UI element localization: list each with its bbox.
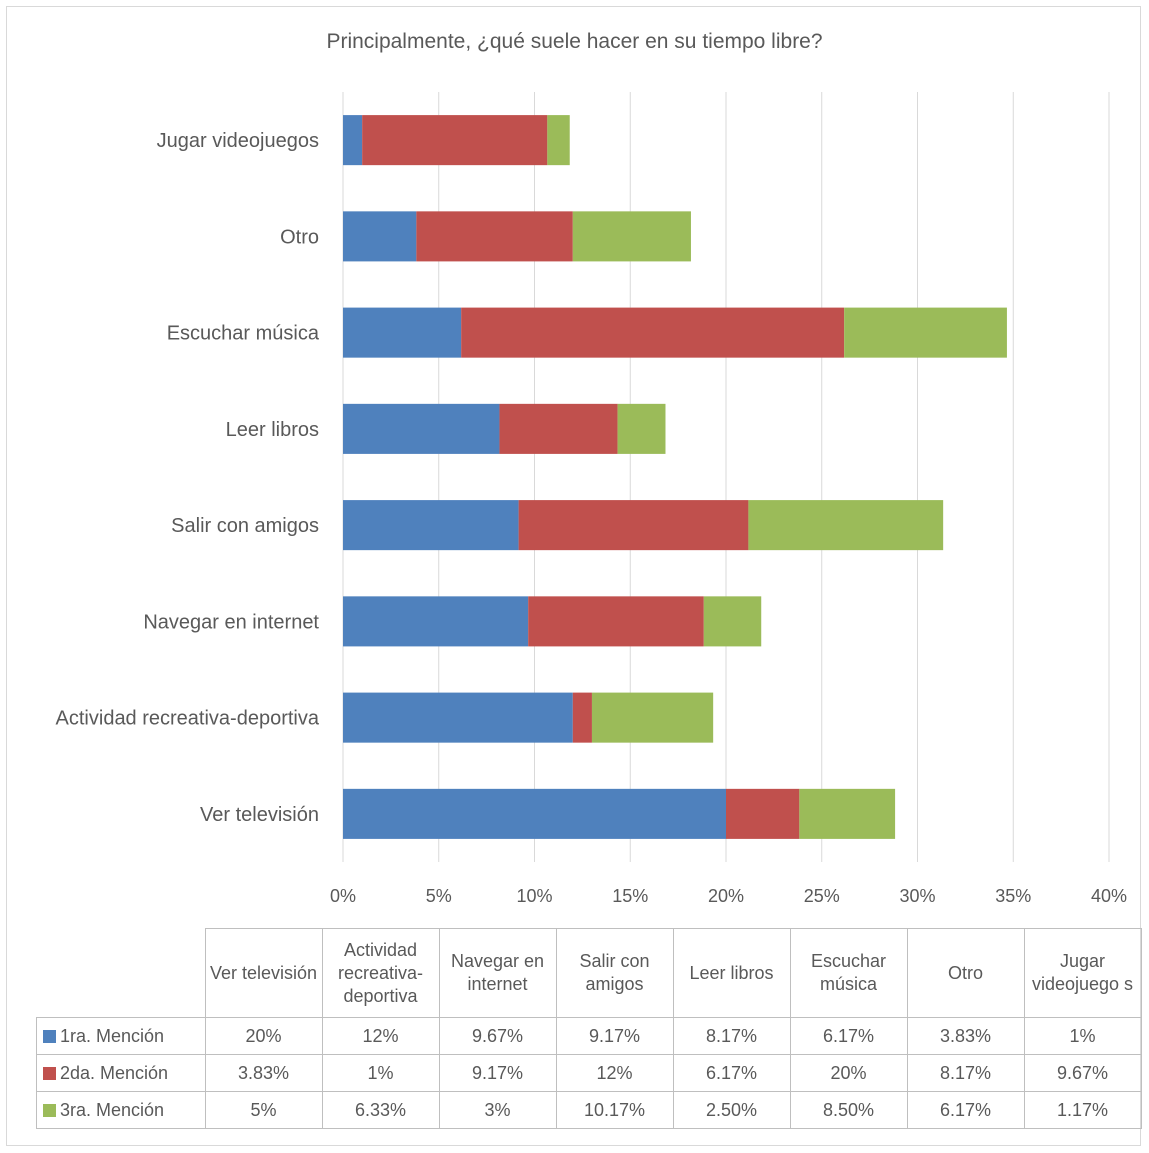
table-cell: 3.83% — [204, 1054, 323, 1092]
x-tick-label: 5% — [426, 886, 452, 906]
category-label: Actividad recreativa-deportiva — [56, 708, 320, 730]
table-cell: 8.17% — [672, 1017, 791, 1055]
bar-segment — [416, 211, 573, 262]
category-label: Otro — [280, 226, 319, 248]
x-tick-label: 25% — [804, 886, 840, 906]
legend-entry: 2da. Mención — [36, 1054, 206, 1092]
bar-segment — [343, 500, 519, 551]
table-header-cell: Jugar videojuego s — [1023, 928, 1142, 1018]
bar-segment — [499, 403, 618, 454]
category-label: Ver televisión — [200, 804, 319, 826]
table-cell: 12% — [555, 1054, 674, 1092]
bar-segment — [572, 692, 592, 743]
table-header-cell: Ver televisión — [204, 928, 323, 1018]
bar-segment — [343, 692, 573, 743]
table-cell: 3% — [438, 1091, 557, 1129]
table-cell: 10.17% — [555, 1091, 674, 1129]
x-tick-label: 20% — [708, 886, 744, 906]
table-corner — [36, 928, 206, 1018]
legend-entry: 3ra. Mención — [36, 1091, 206, 1129]
category-label: Escuchar música — [167, 323, 320, 345]
legend-label: 3ra. Mención — [60, 1099, 165, 1120]
table-cell: 1.17% — [1023, 1091, 1142, 1129]
table-cell: 9.67% — [438, 1017, 557, 1055]
table-cell: 9.17% — [438, 1054, 557, 1092]
table-header-cell: Otro — [906, 928, 1025, 1018]
table-header-cell: Actividad recreativa-deportiva — [321, 928, 440, 1018]
x-tick-label: 15% — [612, 886, 648, 906]
legend-label: 2da. Mención — [60, 1062, 169, 1083]
table-header-row: Ver televisión Actividad recreativa-depor… — [36, 928, 1142, 1018]
table-cell: 9.67% — [1023, 1054, 1142, 1092]
category-label: Leer libros — [226, 419, 319, 441]
category-label: Salir con amigos — [171, 515, 319, 537]
bar-segment — [547, 115, 570, 166]
legend-swatch — [43, 1066, 56, 1080]
legend-entry: 1ra. Mención — [36, 1017, 206, 1055]
x-tick-label: 35% — [995, 886, 1031, 906]
bar-segment — [518, 500, 749, 551]
table-cell: 1% — [1023, 1017, 1142, 1055]
table-cell: 6.17% — [906, 1091, 1025, 1129]
bar-segment — [343, 307, 462, 358]
table-row: 1ra. Mención 20% 12% 9.67% 9.17% 8.17% 6.17% 3.… — [36, 1017, 1142, 1055]
bar-segment — [343, 788, 726, 839]
table-cell: 12% — [321, 1017, 440, 1055]
table-cell: 5% — [204, 1091, 323, 1129]
legend-swatch — [43, 1103, 56, 1117]
x-tick-label: 10% — [516, 886, 552, 906]
bar-segment — [572, 211, 691, 262]
table-row: 3ra. Mención 5% 6.33% 3% 10.17% 2.50% 8.50% 6.1… — [36, 1091, 1142, 1129]
table-header-cell: Escuchar música — [789, 928, 908, 1018]
table-body: 1ra. Mención 20% 12% 9.67% 9.17% 8.17% 6.17% 3.… — [36, 1017, 1142, 1129]
table-header-cell: Navegar en internet — [438, 928, 557, 1018]
bar-segment — [844, 307, 1007, 358]
x-tick-label: 0% — [330, 886, 356, 906]
table-cell: 6.17% — [672, 1054, 791, 1092]
bar-segment — [461, 307, 845, 358]
table-cell: 8.17% — [906, 1054, 1025, 1092]
chart-title: Principalmente, ¿qué suele hacer en su t… — [326, 30, 823, 53]
table-row: 2da. Mención 3.83% 1% 9.17% 12% 6.17% 20% 8.17%… — [36, 1054, 1142, 1092]
bar-segment — [362, 115, 548, 166]
legend-swatch — [43, 1029, 56, 1043]
x-tick-label: 30% — [899, 886, 935, 906]
table-cell: 20% — [204, 1017, 323, 1055]
bar-segment — [528, 596, 704, 647]
bar-segment — [343, 403, 500, 454]
category-label: Navegar en internet — [143, 611, 319, 633]
table-header-cell: Leer libros — [672, 928, 791, 1018]
bar-segment — [591, 692, 714, 743]
bar-segment — [726, 788, 800, 839]
bar-segment — [799, 788, 896, 839]
table-cell: 1% — [321, 1054, 440, 1092]
category-label: Jugar videojuegos — [157, 130, 319, 152]
bar-segment — [617, 403, 666, 454]
table-cell: 2.50% — [672, 1091, 791, 1129]
table-header-cell: Salir con amigos — [555, 928, 674, 1018]
table-cell: 9.17% — [555, 1017, 674, 1055]
table-cell: 6.33% — [321, 1091, 440, 1129]
legend-label: 1ra. Mención — [60, 1025, 165, 1046]
table-cell: 6.17% — [789, 1017, 908, 1055]
table-cell: 8.50% — [789, 1091, 908, 1129]
bar-segment — [748, 500, 944, 551]
table-cell: 20% — [789, 1054, 908, 1092]
bar-segment — [343, 596, 529, 647]
bar-segment — [343, 211, 417, 262]
bar-segment — [703, 596, 762, 647]
table-cell: 3.83% — [906, 1017, 1025, 1055]
x-tick-label: 40% — [1091, 886, 1127, 906]
bar-chart: 0% 5% 10% 15% 20% 25% 30% 35% 40% Ver televisión A… — [56, 92, 1127, 906]
bar-segment — [343, 115, 363, 166]
chart-frame — [6, 6, 1141, 1146]
data-table: Ver televisión Actividad recreativa-depor… — [36, 928, 1142, 1129]
